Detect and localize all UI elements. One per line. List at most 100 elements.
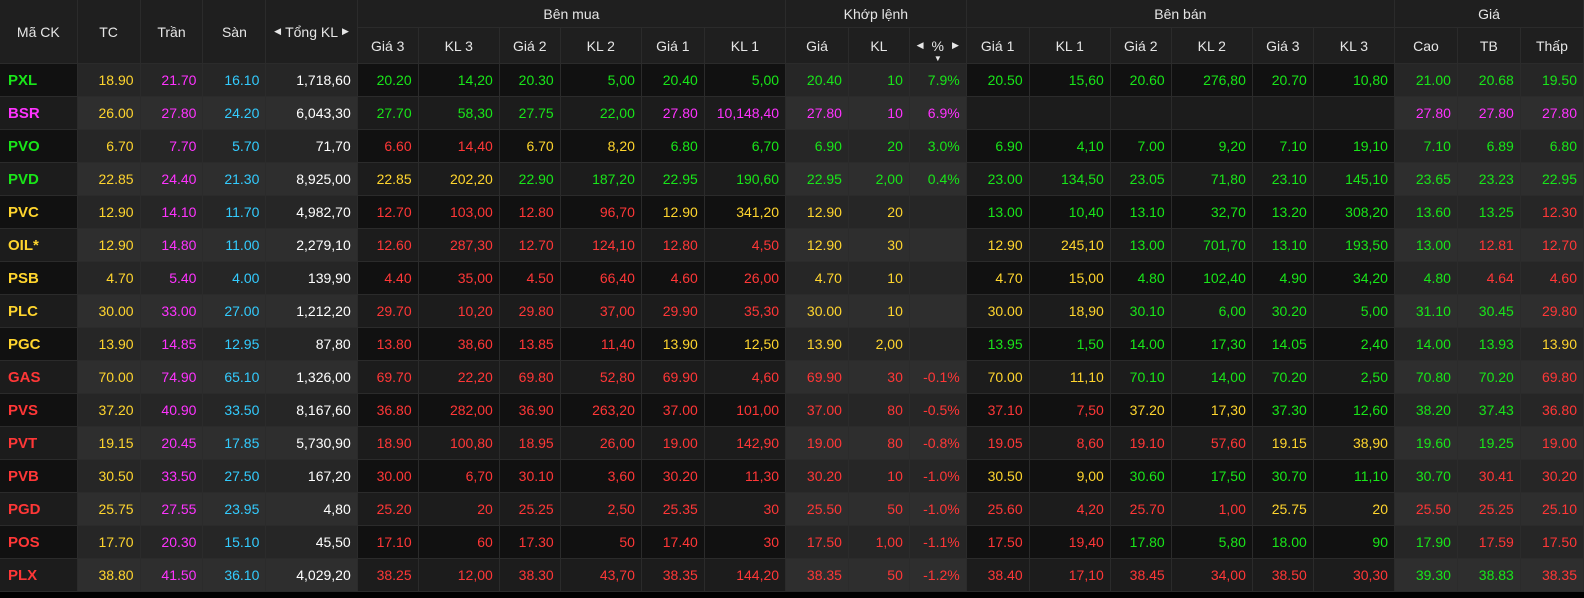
caret-left-icon[interactable]: ◀ xyxy=(274,26,282,36)
header-total-volume[interactable]: ◀ Tổng KL ▶ xyxy=(265,0,358,64)
caret-left-icon[interactable]: ◀ xyxy=(916,40,924,50)
table-row[interactable]: OIL* 12.90 14.80 11.00 2,279,10 12.60 287,30 12… xyxy=(0,228,1584,262)
ask-price-2: 70.10 xyxy=(1110,360,1172,394)
header-bid-col[interactable]: KL 3 xyxy=(418,27,500,64)
ask-price-2: 37.20 xyxy=(1110,393,1172,427)
low-price: 6.80 xyxy=(1520,129,1584,163)
ceil-price: 27.80 xyxy=(140,96,204,130)
bid-vol-2: 96,70 xyxy=(560,195,642,229)
header-bid-col[interactable]: Giá 1 xyxy=(641,27,705,64)
match-percent: -1.2% xyxy=(909,558,967,592)
bid-vol-2: 3,60 xyxy=(560,459,642,493)
table-row[interactable]: POS 17.70 20.30 15.10 45,50 17.10 60 17.30 50 17.… xyxy=(0,525,1584,559)
total-volume: 2,279,10 xyxy=(265,228,358,262)
header-ask-col[interactable]: KL 1 xyxy=(1029,27,1111,64)
ref-price: 25.75 xyxy=(77,492,141,526)
table-row[interactable]: PGD 25.75 27.55 23.95 4,80 25.20 20 25.25 2,50 25… xyxy=(0,492,1584,526)
bid-price-3: 18.90 xyxy=(357,426,419,460)
header-match-percent[interactable]: ◀% ▶ ▼ xyxy=(909,27,967,64)
ask-vol-2: 276,80 xyxy=(1171,63,1253,97)
bid-price-1: 19.00 xyxy=(641,426,705,460)
ask-vol-3 xyxy=(1313,96,1395,130)
header-ceil[interactable]: Trần xyxy=(140,0,204,64)
stock-symbol: BSR xyxy=(0,96,78,130)
table-row[interactable]: PSB 4.70 5.40 4.00 139,90 4.40 35,00 4.50 66,40 4… xyxy=(0,261,1584,295)
table-row[interactable]: PXL 18.90 21.70 16.10 1,718,60 20.20 14,20 20.3… xyxy=(0,63,1584,97)
sort-down-icon[interactable]: ▼ xyxy=(933,53,942,63)
header-ref[interactable]: TC xyxy=(77,0,141,64)
table-row[interactable]: PLX 38.80 41.50 36.10 4,029,20 38.25 12,00 38.3… xyxy=(0,558,1584,592)
header-floor[interactable]: Sàn xyxy=(202,0,267,64)
bid-price-2: 25.25 xyxy=(499,492,561,526)
ask-vol-2: 5,80 xyxy=(1171,525,1253,559)
floor-price: 65.10 xyxy=(202,360,267,394)
table-row[interactable]: PLC 30.00 33.00 27.00 1,212,20 29.70 10,20 29.8… xyxy=(0,294,1584,328)
caret-right-icon[interactable]: ▶ xyxy=(952,40,959,50)
ask-price-3: 18.00 xyxy=(1252,525,1314,559)
ask-price-1: 4.70 xyxy=(966,261,1030,295)
bid-vol-3: 202,20 xyxy=(418,162,500,196)
stock-symbol: PXL xyxy=(0,63,78,97)
bid-vol-2: 187,20 xyxy=(560,162,642,196)
header-ask-col[interactable]: Giá 2 xyxy=(1110,27,1172,64)
ask-price-3: 14.05 xyxy=(1252,327,1314,361)
floor-price: 33.50 xyxy=(202,393,267,427)
total-volume: 71,70 xyxy=(265,129,358,163)
table-row[interactable]: BSR 26.00 27.80 24.20 6,043,30 27.70 58,30 27.7… xyxy=(0,96,1584,130)
table-row[interactable]: PVB 30.50 33.50 27.50 167,20 30.00 6,70 30.10 3,… xyxy=(0,459,1584,493)
bid-vol-3: 60 xyxy=(418,525,500,559)
header-ask-col[interactable]: KL 2 xyxy=(1171,27,1253,64)
header-bid-col[interactable]: Giá 2 xyxy=(499,27,561,64)
bid-price-2: 12.80 xyxy=(499,195,561,229)
header-symbol[interactable]: Mã CK xyxy=(0,0,78,64)
ask-price-1: 23.00 xyxy=(966,162,1030,196)
header-price-group: Giá xyxy=(1394,0,1584,28)
bid-price-1: 6.80 xyxy=(641,129,705,163)
header-bid-col[interactable]: Giá 3 xyxy=(357,27,419,64)
total-volume: 8,167,60 xyxy=(265,393,358,427)
ask-price-3: 37.30 xyxy=(1252,393,1314,427)
bid-price-2: 6.70 xyxy=(499,129,561,163)
ask-price-2: 25.70 xyxy=(1110,492,1172,526)
low-price: 12.70 xyxy=(1520,228,1584,262)
table-row[interactable]: PVT 19.15 20.45 17.85 5,730,90 18.90 100,80 18.… xyxy=(0,426,1584,460)
header-bid-col[interactable]: KL 2 xyxy=(560,27,642,64)
floor-price: 12.95 xyxy=(202,327,267,361)
header-price-col[interactable]: TB xyxy=(1457,27,1521,64)
match-percent: 7.9% xyxy=(909,63,967,97)
high-price: 21.00 xyxy=(1394,63,1458,97)
table-row[interactable]: PVD 22.85 24.40 21.30 8,925,00 22.85 202,20 22.… xyxy=(0,162,1584,196)
table-row[interactable]: PVO 6.70 7.70 5.70 71,70 6.60 14,40 6.70 8,20 6.8… xyxy=(0,129,1584,163)
header-ask-col[interactable]: Giá 1 xyxy=(966,27,1030,64)
header-price-col[interactable]: Cao xyxy=(1394,27,1458,64)
ref-price: 70.00 xyxy=(77,360,141,394)
table-row[interactable]: PVC 12.90 14.10 11.70 4,982,70 12.70 103,00 12.… xyxy=(0,195,1584,229)
match-price: 25.50 xyxy=(785,492,849,526)
avg-price: 70.20 xyxy=(1457,360,1521,394)
table-row[interactable]: PVS 37.20 40.90 33.50 8,167,60 36.80 282,00 36.… xyxy=(0,393,1584,427)
header-bid-col[interactable]: KL 1 xyxy=(704,27,787,64)
match-volume: 10 xyxy=(848,294,910,328)
avg-price: 13.25 xyxy=(1457,195,1521,229)
low-price: 36.80 xyxy=(1520,393,1584,427)
caret-right-icon[interactable]: ▶ xyxy=(342,26,349,36)
match-volume: 30 xyxy=(848,228,910,262)
header-match-volume[interactable]: KL xyxy=(848,27,910,64)
table-row[interactable]: PGC 13.90 14.85 12.95 87,80 13.80 38,60 13.85 11… xyxy=(0,327,1584,361)
bid-vol-2: 22,00 xyxy=(560,96,642,130)
ask-price-3: 70.20 xyxy=(1252,360,1314,394)
bid-vol-1: 190,60 xyxy=(704,162,787,196)
table-row[interactable]: GAS 70.00 74.90 65.10 1,326,00 69.70 22,20 69.8… xyxy=(0,360,1584,394)
header-ask-col[interactable]: Giá 3 xyxy=(1252,27,1314,64)
ceil-price: 21.70 xyxy=(140,63,204,97)
header-match-price[interactable]: Giá xyxy=(785,27,849,64)
bid-price-3: 17.10 xyxy=(357,525,419,559)
ceil-price: 24.40 xyxy=(140,162,204,196)
avg-price: 19.25 xyxy=(1457,426,1521,460)
ask-vol-2: 9,20 xyxy=(1171,129,1253,163)
bid-vol-1: 26,00 xyxy=(704,261,787,295)
header-ask-col[interactable]: KL 3 xyxy=(1313,27,1395,64)
stock-symbol: PVS xyxy=(0,393,78,427)
bid-vol-3: 10,20 xyxy=(418,294,500,328)
header-price-col[interactable]: Thấp xyxy=(1520,27,1584,64)
